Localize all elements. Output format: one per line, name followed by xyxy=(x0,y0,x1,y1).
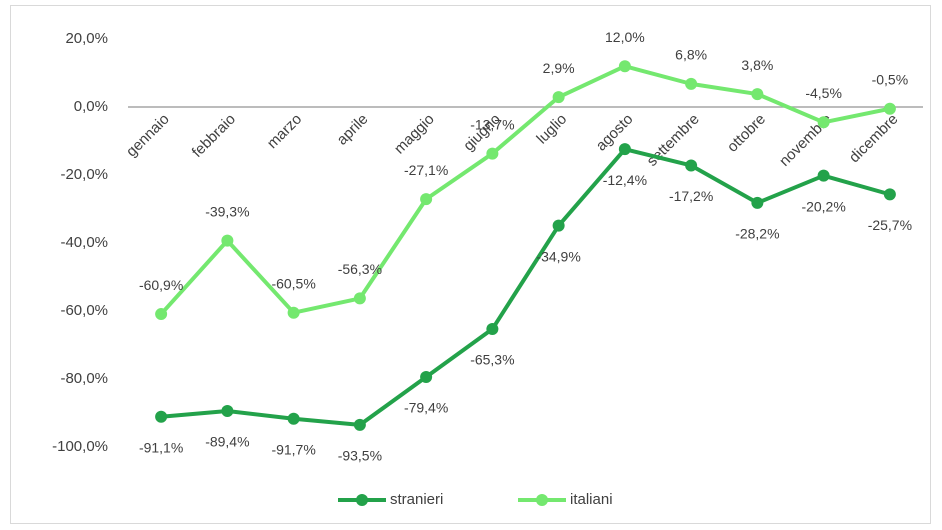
point xyxy=(751,88,764,101)
legend-marker xyxy=(536,494,548,506)
data-label: -60,9% xyxy=(139,277,183,293)
point xyxy=(685,159,698,172)
data-label: -39,3% xyxy=(205,203,249,219)
data-label: -65,3% xyxy=(470,352,514,368)
data-label: 6,8% xyxy=(675,47,707,63)
chart-border xyxy=(10,5,931,524)
point xyxy=(420,193,433,206)
data-label: 3,8% xyxy=(741,57,773,73)
point xyxy=(883,188,896,201)
point xyxy=(486,323,499,336)
point xyxy=(552,91,565,104)
data-label: -60,5% xyxy=(271,275,315,291)
data-label: -25,7% xyxy=(868,217,912,233)
y-tick-label: -80,0% xyxy=(60,370,108,387)
y-tick-label: 0,0% xyxy=(74,98,108,115)
legend-marker xyxy=(356,494,368,506)
point xyxy=(287,306,300,319)
point xyxy=(353,292,366,305)
point xyxy=(751,196,764,209)
point xyxy=(155,410,168,423)
y-tick-label: 20,0% xyxy=(65,30,108,47)
data-label: -56,3% xyxy=(338,261,382,277)
data-label: -0,5% xyxy=(872,71,909,87)
y-tick-label: -20,0% xyxy=(60,166,108,183)
series-line xyxy=(159,64,891,316)
point xyxy=(420,370,433,383)
data-label: -17,2% xyxy=(669,188,713,204)
data-label: -13,7% xyxy=(470,116,514,132)
data-label: -91,1% xyxy=(139,439,183,455)
legend-label: italiani xyxy=(570,491,613,508)
point xyxy=(155,308,168,321)
point xyxy=(883,102,896,115)
y-tick-label: -60,0% xyxy=(60,302,108,319)
data-label: -4,5% xyxy=(805,85,842,101)
data-label: -79,4% xyxy=(404,400,448,416)
point xyxy=(221,404,234,417)
point xyxy=(221,234,234,247)
data-label: -28,2% xyxy=(735,226,779,242)
legend-label: stranieri xyxy=(390,491,443,508)
data-label: -89,4% xyxy=(205,434,249,450)
data-label: 2,9% xyxy=(543,60,575,76)
data-label: -93,5% xyxy=(338,448,382,464)
point xyxy=(618,60,631,73)
data-label: -91,7% xyxy=(271,441,315,457)
point xyxy=(552,219,565,232)
point xyxy=(486,147,499,160)
data-label: -20,2% xyxy=(801,198,845,214)
data-label: -34,9% xyxy=(536,248,580,264)
point xyxy=(817,169,830,182)
point xyxy=(817,116,830,129)
data-label: 12,0% xyxy=(605,29,645,45)
data-label: -27,1% xyxy=(404,162,448,178)
point xyxy=(685,77,698,90)
y-tick-label: -40,0% xyxy=(60,234,108,251)
series-line xyxy=(160,147,891,427)
point xyxy=(618,143,631,156)
point xyxy=(287,412,300,425)
y-tick-label: -100,0% xyxy=(52,438,108,455)
data-label: -12,4% xyxy=(603,172,647,188)
point xyxy=(353,418,366,431)
